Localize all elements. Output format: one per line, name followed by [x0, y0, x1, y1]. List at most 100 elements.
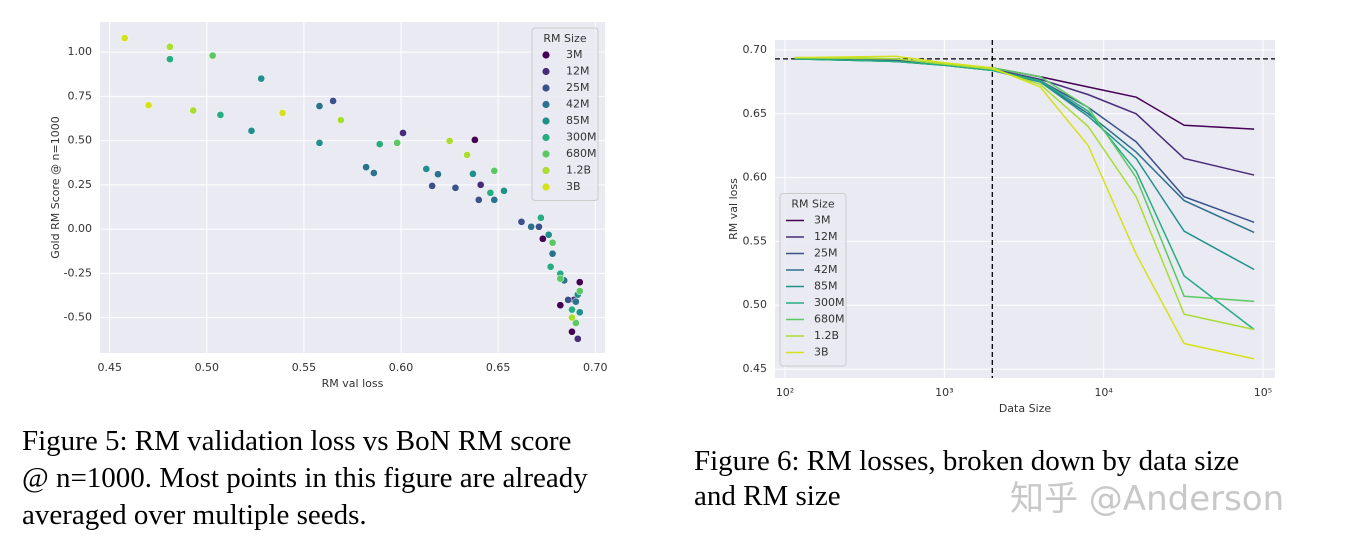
legend-marker — [542, 117, 550, 125]
y-tick-label: 0.00 — [68, 222, 93, 235]
point — [548, 238, 557, 247]
point — [486, 188, 495, 197]
legend-label: 85M — [814, 280, 838, 293]
point — [120, 34, 129, 42]
point — [445, 137, 454, 145]
caption: averaged over multiple seeds. — [22, 499, 367, 531]
legend-label: 12M — [566, 65, 590, 78]
point — [517, 217, 526, 226]
point — [548, 249, 557, 258]
legend-marker — [542, 150, 550, 158]
legend: RM Size 3M 12M 25M 42M 85M 300M 680M 1.2B 3B — [531, 27, 599, 201]
y-tick-label: 0.60 — [743, 171, 768, 184]
point — [434, 170, 442, 179]
point — [537, 213, 545, 222]
legend-label: 25M — [566, 81, 590, 94]
point — [375, 140, 384, 148]
point — [556, 274, 565, 283]
point — [216, 111, 225, 119]
line — [794, 58, 1255, 331]
point — [166, 42, 174, 51]
x-tick-label: 0.50 — [195, 361, 220, 374]
point — [556, 301, 565, 310]
point — [469, 170, 477, 178]
legend-label: 3B — [814, 346, 829, 359]
point — [573, 334, 582, 343]
point — [257, 74, 266, 83]
legend-label: 42M — [566, 98, 590, 111]
legend-label: 3M — [566, 48, 583, 61]
legend-marker — [542, 183, 550, 191]
legend-marker — [542, 51, 550, 59]
point — [474, 196, 483, 204]
point — [568, 305, 576, 314]
legend-label: 300M — [566, 131, 597, 144]
legend-label: 3M — [814, 214, 831, 227]
x-tick-label: 0.55 — [292, 361, 317, 374]
y-tick-label: 0.70 — [743, 43, 768, 56]
point — [568, 313, 576, 322]
x-tick-label: 10³ — [935, 386, 953, 399]
point — [144, 101, 153, 110]
point — [575, 278, 584, 287]
point — [535, 222, 543, 231]
point — [476, 180, 485, 189]
point — [329, 97, 337, 105]
legend-label: 680M — [814, 313, 845, 326]
line — [794, 56, 1255, 331]
point — [575, 287, 584, 295]
point — [463, 151, 471, 159]
caption: Figure 5: RM validation loss vs BoN RM s… — [22, 425, 571, 457]
caption: Figure 6: RM losses, broken down by data… — [694, 445, 1239, 477]
y-tick-label: -0.25 — [64, 266, 92, 279]
point — [575, 308, 584, 317]
x-axis-label: RM val loss — [322, 377, 384, 390]
y-tick-label: 0.25 — [68, 178, 93, 191]
legend-label: 85M — [566, 114, 590, 127]
point — [490, 167, 499, 175]
point — [471, 136, 479, 144]
x-tick-label: 10² — [776, 386, 794, 399]
point — [166, 55, 174, 64]
point — [527, 222, 536, 231]
line — [794, 55, 1255, 360]
point — [189, 106, 198, 115]
point — [208, 51, 217, 60]
point — [572, 297, 580, 306]
point — [278, 109, 287, 117]
point — [247, 127, 256, 135]
x-tick-label: 0.60 — [389, 361, 414, 374]
y-tick-label: -0.50 — [64, 311, 92, 324]
y-tick-label: 0.45 — [743, 362, 768, 375]
x-tick-label: 0.65 — [486, 361, 511, 374]
point — [399, 129, 407, 137]
point — [362, 163, 370, 171]
point — [315, 139, 324, 147]
y-axis-label: RM val loss — [727, 178, 740, 240]
legend-label: 12M — [814, 230, 838, 243]
x-tick-label: 0.70 — [583, 361, 608, 374]
legend-marker — [542, 67, 550, 76]
y-tick-label: 0.50 — [68, 134, 93, 147]
point — [422, 165, 431, 173]
point — [500, 187, 508, 195]
legend-title: RM Size — [791, 198, 834, 211]
legend-label: 25M — [814, 247, 838, 260]
x-tick-label: 10⁴ — [1094, 386, 1113, 399]
point — [568, 327, 576, 336]
point — [544, 230, 553, 239]
y-tick-label: 0.55 — [743, 234, 768, 247]
y-tick-label: 1.00 — [68, 45, 93, 58]
legend-marker — [542, 166, 550, 175]
plot-area — [775, 40, 1275, 378]
plot-area — [100, 22, 605, 353]
point — [451, 184, 460, 192]
point — [490, 196, 499, 204]
y-tick-label: 0.50 — [743, 298, 768, 311]
legend-marker — [542, 84, 550, 92]
point — [315, 102, 324, 110]
caption: and RM size — [694, 480, 841, 512]
legend-label: 1.2B — [566, 164, 591, 177]
legend: RM Size 3M 12M 25M 42M 85M 300M 680M 1.2B 3B — [779, 193, 847, 367]
